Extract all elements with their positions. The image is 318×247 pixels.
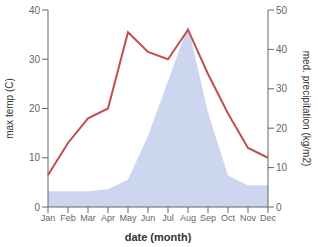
svg-text:0: 0 xyxy=(276,202,282,213)
svg-text:max temp (C): max temp (C) xyxy=(8,78,15,139)
svg-text:Jul: Jul xyxy=(162,213,174,223)
svg-text:date (month): date (month) xyxy=(125,231,192,243)
svg-text:Aug: Aug xyxy=(180,213,196,223)
svg-text:Nov: Nov xyxy=(240,213,257,223)
svg-text:10: 10 xyxy=(29,152,41,163)
svg-text:Sep: Sep xyxy=(200,213,216,223)
svg-text:Feb: Feb xyxy=(60,213,76,223)
svg-text:20: 20 xyxy=(29,103,41,114)
svg-text:Oct: Oct xyxy=(221,213,236,223)
svg-text:10: 10 xyxy=(276,162,288,173)
svg-text:40: 40 xyxy=(276,44,288,55)
svg-text:Jun: Jun xyxy=(141,213,156,223)
svg-text:30: 30 xyxy=(29,54,41,65)
svg-text:30: 30 xyxy=(276,83,288,94)
svg-text:40: 40 xyxy=(29,5,41,16)
svg-text:50: 50 xyxy=(276,5,288,16)
svg-text:Dec: Dec xyxy=(260,213,277,223)
svg-text:Jan: Jan xyxy=(41,213,56,223)
svg-text:Mar: Mar xyxy=(80,213,96,223)
svg-text:0: 0 xyxy=(34,202,40,213)
svg-text:20: 20 xyxy=(276,123,288,134)
svg-text:May: May xyxy=(119,213,137,223)
svg-text:med. precipitation (kg/m2): med. precipitation (kg/m2) xyxy=(301,51,310,167)
svg-text:Apr: Apr xyxy=(101,213,115,223)
